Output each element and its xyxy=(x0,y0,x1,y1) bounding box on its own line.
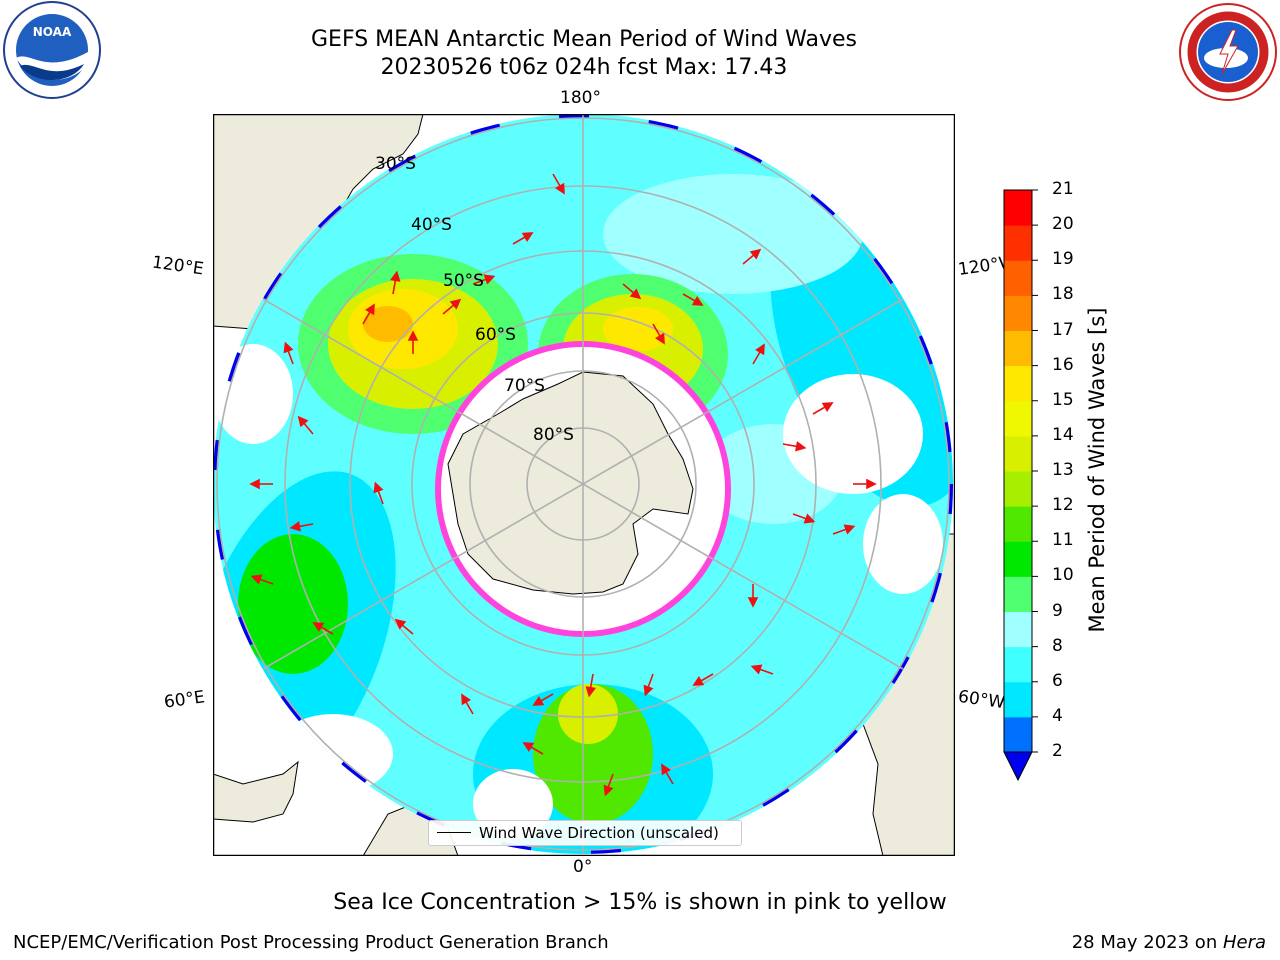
colorbar-segment xyxy=(1004,365,1032,402)
colorbar-segment xyxy=(1004,190,1032,226)
antarctica-land xyxy=(447,371,694,595)
map-panel: 30°S 40°S 50°S 60°S 70°S 80°S xyxy=(213,114,955,856)
colorbar-segment xyxy=(1004,295,1032,331)
legend-line-swatch xyxy=(437,832,471,833)
colorbar xyxy=(1003,189,1038,782)
colorbar-segment xyxy=(1004,716,1032,753)
wind-wave-arrows xyxy=(249,173,877,797)
lat-label-40s: 40°S xyxy=(411,215,452,235)
lat-label-70s: 70°S xyxy=(504,376,545,396)
colorbar-tick-label: 6 xyxy=(1052,670,1063,691)
colorbar-tick-label: 11 xyxy=(1052,530,1074,551)
legend: Wind Wave Direction (unscaled) xyxy=(428,820,742,846)
colorbar-tick-label: 13 xyxy=(1052,460,1074,480)
colorbar-tick-label: 17 xyxy=(1052,319,1074,340)
colorbar-underflow-arrow xyxy=(1003,751,1033,782)
colorbar-tick-label: 8 xyxy=(1052,635,1063,656)
lat-label-50s: 50°S xyxy=(443,271,484,291)
colorbar-tick-label: 18 xyxy=(1052,284,1074,305)
colorbar-tick-label: 16 xyxy=(1052,354,1074,375)
lon-label-0: 0° xyxy=(573,857,593,877)
colorbar-tick-label: 15 xyxy=(1052,389,1074,410)
colorbar-segment xyxy=(1004,611,1032,648)
colorbar-tick-label: 19 xyxy=(1052,249,1074,270)
sea-ice-note: Sea Ice Concentration > 15% is shown in … xyxy=(333,890,947,915)
colorbar-segment xyxy=(1004,681,1032,718)
chart-subtitle: 20230526 t06z 024h fcst Max: 17.43 xyxy=(380,55,788,80)
chart-title: GEFS MEAN Antarctic Mean Period of Wind … xyxy=(311,27,857,52)
colorbar-segment xyxy=(1004,506,1032,542)
colorbar-tick-label: 21 xyxy=(1052,179,1074,199)
colorbar-segment xyxy=(1004,260,1032,296)
colorbar-tick-label: 10 xyxy=(1052,565,1074,586)
credit-right: 28 May 2023 on Hera xyxy=(1072,932,1266,953)
lat-label-30s: 30°S xyxy=(375,154,416,174)
colorbar-segment xyxy=(1004,646,1032,683)
colorbar-segment xyxy=(1004,435,1032,472)
africa-land xyxy=(213,760,299,823)
colorbar-tick-label: 14 xyxy=(1052,424,1074,445)
lat-label-60s: 60°S xyxy=(475,325,516,345)
colorbar-segment xyxy=(1004,400,1032,437)
credit-host: Hera xyxy=(1222,932,1266,953)
lon-label-180: 180° xyxy=(560,88,601,108)
legend-label: Wind Wave Direction (unscaled) xyxy=(479,824,719,842)
noaa-logo-text: NOAA xyxy=(33,25,72,39)
lat-label-80s: 80°S xyxy=(533,425,574,445)
colorbar-segment xyxy=(1004,541,1032,577)
colorbar-segment xyxy=(1004,330,1032,367)
colorbar-tick-label: 4 xyxy=(1052,705,1063,726)
nws-logo xyxy=(1179,3,1277,101)
credit-date: 28 May 2023 on xyxy=(1071,932,1223,953)
colorbar-segment xyxy=(1004,576,1032,612)
colorbar-tick-label: 2 xyxy=(1052,741,1063,761)
credit-left: NCEP/EMC/Verification Post Processing Pr… xyxy=(13,932,609,953)
colorbar-segment xyxy=(1004,471,1032,507)
lon-label-60w: 60°W xyxy=(956,686,1007,714)
colorbar-segment xyxy=(1004,225,1032,261)
colorbar-tick-label: 12 xyxy=(1052,495,1074,516)
colorbar-tick-label: 20 xyxy=(1052,214,1074,235)
lon-label-120e: 120°E xyxy=(150,252,205,280)
noaa-logo: NOAA xyxy=(3,1,101,99)
colorbar-label: Mean Period of Wind Waves [s] xyxy=(1085,307,1109,633)
colorbar-tick-label: 9 xyxy=(1052,600,1063,621)
lon-label-60e: 60°E xyxy=(162,687,207,713)
